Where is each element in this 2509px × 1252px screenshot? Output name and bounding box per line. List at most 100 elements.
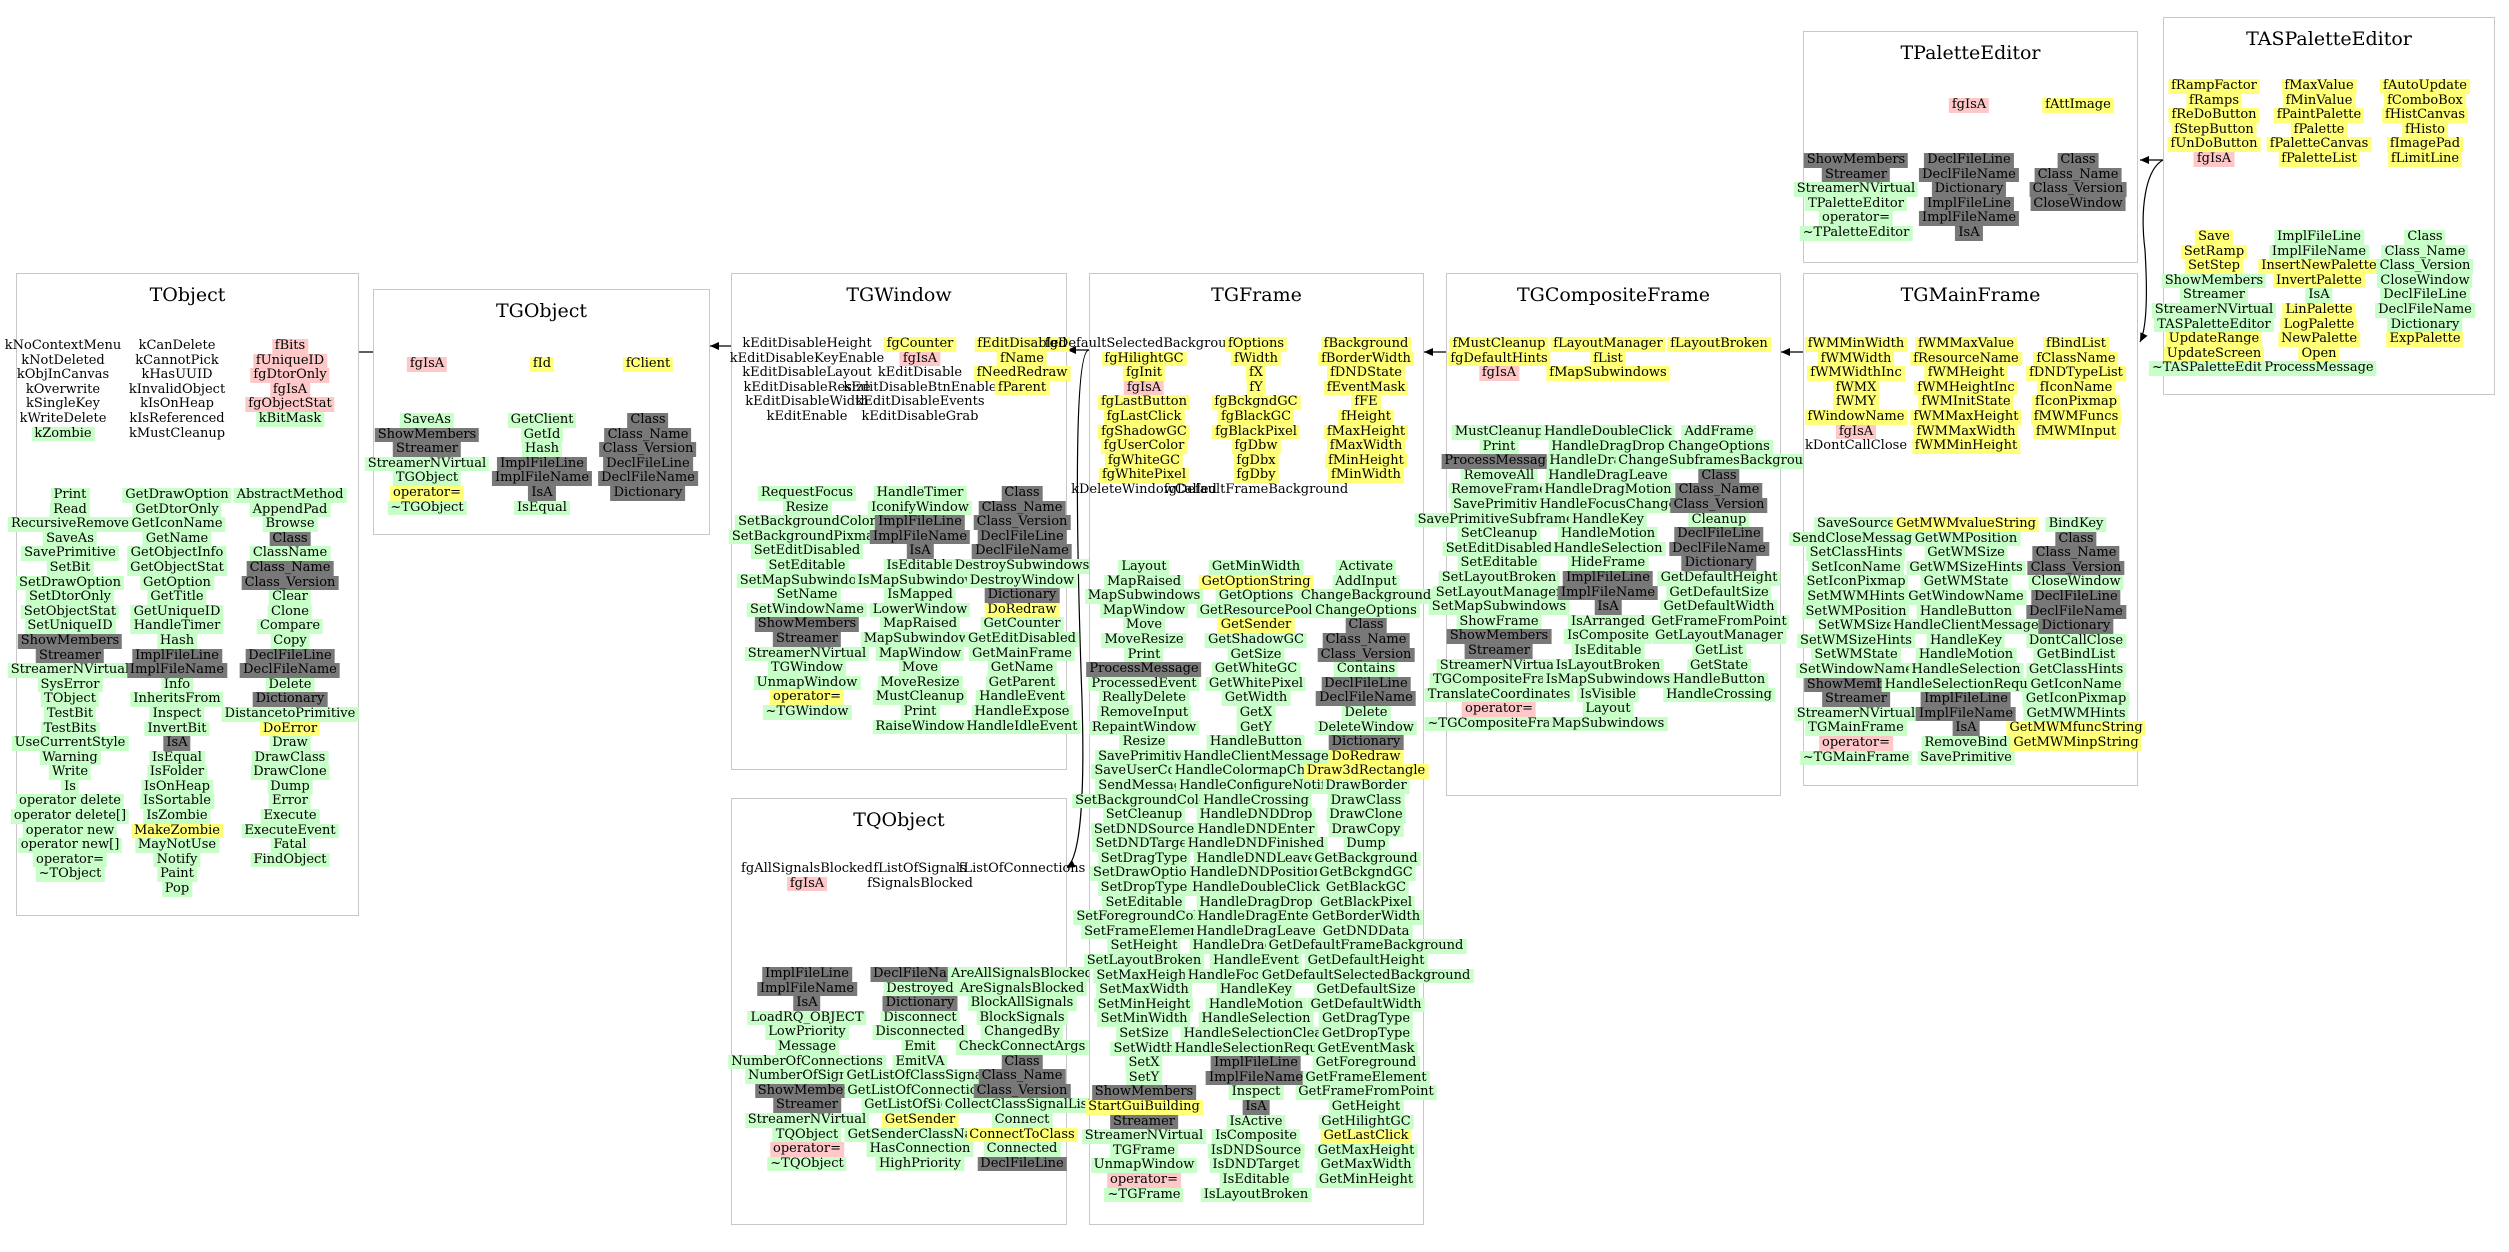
member-item: fgIsA: [406, 356, 448, 372]
member-item: GetTitle: [147, 590, 207, 605]
member-item: Cleanup: [1688, 512, 1750, 528]
member-item: ChangeBackground: [1297, 589, 1435, 604]
member-item: SetHeight: [1107, 939, 1181, 955]
member-item: SetForegroundColor: [1073, 910, 1215, 925]
member-item: DrawClass: [1327, 793, 1405, 809]
member-item: kObjInCanvas: [16, 367, 110, 383]
member-item: fStepButton: [2171, 122, 2257, 138]
member-item: HandleColormapChange: [1171, 764, 1341, 779]
member-item: RepaintWindow: [1088, 720, 1200, 736]
member-item: SetBackgroundColor: [735, 515, 879, 530]
member-item: fgUserColor: [1100, 439, 1188, 454]
member-item: HandleMotion: [1205, 997, 1307, 1013]
member-item: RemoveInput: [1096, 705, 1192, 721]
member-item: TGCompositeFrame: [1429, 672, 1569, 688]
member-column: HandleDoubleClick HandleDragDrop HandleDra…: [1536, 424, 1680, 732]
member-item: ~TGWindow: [762, 704, 852, 720]
member-item: GetOption: [140, 575, 214, 591]
member-item: operator=: [1819, 735, 1893, 751]
member-item: HasConnection: [866, 1142, 974, 1157]
member-item: operator=: [1462, 702, 1536, 717]
member-item: SetMinHeight: [1094, 997, 1194, 1013]
member-item: SetLayoutBroken: [1438, 570, 1560, 586]
member-item: GetX: [1236, 705, 1276, 721]
member-item: Class_Version: [1317, 647, 1415, 663]
member-item: GetObjectStat: [127, 560, 227, 576]
member-item: GetLastClick: [1320, 1129, 1412, 1144]
member-item: ShowMembers: [754, 617, 860, 632]
member-column: fRampFactor fRamps fReDoButton fStepButton f…: [2167, 78, 2261, 167]
member-item: ~TGMainFrame: [1799, 750, 1913, 766]
member-item: ImplFileName: [756, 981, 858, 997]
member-item: GetDefaultFrameBackground: [1265, 939, 1467, 955]
member-item: fgLastClick: [1103, 409, 1185, 425]
member-item: fAttImage: [2042, 97, 2114, 113]
member-column: AbstractMethod AppendPad Browse Class ClassN…: [221, 487, 359, 868]
member-item: fgCounter: [883, 336, 957, 352]
member-item: fMaxHeight: [1323, 424, 1409, 440]
member-column: Class Class_Name Class_Version DeclFileLine…: [598, 412, 698, 501]
member-item: HandleSelectionClear: [1180, 1026, 1332, 1042]
member-item: fgIsA: [899, 351, 941, 367]
member-item: Class_Version: [2027, 560, 2125, 576]
member-item: fParent: [994, 380, 1050, 396]
member-item: Dictionary: [610, 485, 686, 501]
class-box-tgobject: TGObject fgIsA fId fClient SaveAs ShowMembers…: [364, 289, 710, 535]
member-item: fSignalsBlocked: [867, 875, 973, 891]
member-item: Warning: [39, 750, 101, 766]
member-item: kEditDisableLayout: [742, 365, 872, 381]
member-item: IsEditable: [1219, 1172, 1293, 1188]
member-item: ProcessMessage: [1441, 454, 1557, 469]
member-item: operator new: [22, 823, 118, 839]
member-item: SendCloseMessage: [1789, 531, 1923, 547]
member-item: IsA: [1594, 600, 1622, 615]
member-item: LowerWindow: [869, 602, 971, 618]
member-item: DeclFileName: [1919, 167, 2019, 183]
member-item: fgIsA: [1948, 97, 1990, 113]
member-item: ~TObject: [35, 867, 105, 883]
member-item: NumberOfSignals: [744, 1069, 870, 1084]
member-column: fgCounter fgIsA kEditDisable kEditDisableBt…: [840, 336, 999, 425]
member-column: fOptions fWidth fX fY fgBckgndGC fgBlackGC fgB…: [1161, 336, 1351, 498]
member-item: GetUniqueID: [130, 604, 224, 620]
member-item: GetBorderWidth: [1308, 910, 1424, 925]
member-item: fLayoutManager: [1550, 336, 1666, 352]
member-column: Activate AddInput ChangeBackground ChangeOp…: [1258, 559, 1474, 1188]
member-item: fgDbx: [1233, 453, 1279, 469]
member-item: ChangeOptions: [1665, 439, 1773, 455]
member-column: fWMMinWidth fWMWidth fWMWidthInc fWMX fWMY fW…: [1802, 336, 1910, 454]
member-item: GetDefaultHeight: [1304, 953, 1428, 969]
member-item: GetDefaultSize: [1313, 983, 1419, 998]
member-item: GetListOfConnections: [844, 1083, 996, 1099]
member-item: DeclFileName: [870, 966, 970, 982]
member-item: fWMX: [1832, 380, 1880, 396]
member-item: HandleDNDFinished: [1184, 837, 1328, 852]
member-item: Print: [1479, 439, 1519, 455]
member-item: MapWindow: [1099, 603, 1189, 619]
member-item: Class_Version: [973, 1083, 1071, 1099]
member-column: fAutoUpdate fComboBox fHistCanvas fHisto fIm…: [2380, 78, 2470, 167]
member-item: fBorderWidth: [1318, 351, 1414, 367]
member-item: Class_Name: [604, 427, 692, 443]
member-item: TPaletteEditor: [1805, 196, 1907, 212]
member-item: SetCleanup: [1102, 807, 1186, 823]
member-item: fUnDoButton: [2167, 137, 2261, 152]
member-item: SaveAs: [43, 531, 97, 547]
member-item: Disconnect: [880, 1010, 960, 1026]
member-item: GetHeight: [1328, 1099, 1404, 1115]
member-item: SetBackgroundColor: [1072, 793, 1216, 809]
member-item: fWMMinWidth: [1804, 336, 1908, 352]
member-item: GetCounter: [980, 617, 1064, 632]
member-item: DeclFileLine: [2031, 589, 2121, 605]
member-column: ImplFileLine ImplFileName IsA LoadRQ_OBJECT…: [728, 966, 886, 1172]
member-item: kEditDisable: [877, 365, 963, 381]
member-item: Class: [2057, 152, 2099, 168]
member-item: AddInput: [1332, 574, 1400, 590]
member-item: Class_Name: [2381, 244, 2469, 260]
class-box-tgwindow: TGWindow kEditDisableHeight kEditDisableKe…: [728, 273, 1093, 770]
member-item: ShowMembers: [2161, 273, 2267, 289]
member-item: Class: [1698, 468, 1740, 484]
member-item: Streamer: [1821, 692, 1891, 707]
member-item: fMinValue: [2282, 93, 2356, 109]
member-column: DeclFileLine DeclFileName Dictionary ImplFi…: [1918, 152, 2020, 241]
